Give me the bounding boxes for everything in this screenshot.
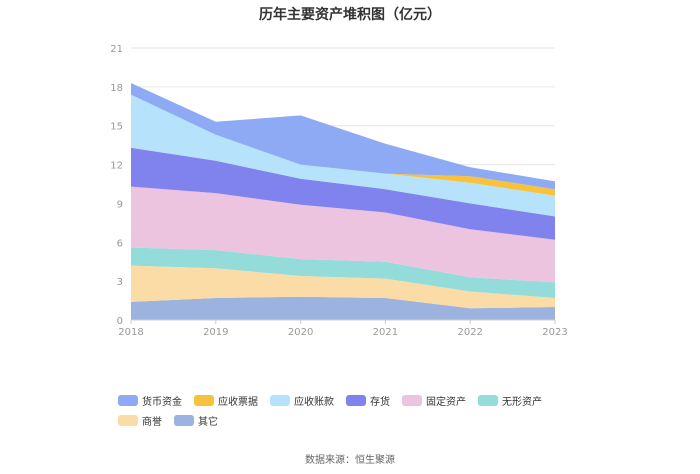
- legend-label: 其它: [198, 416, 218, 428]
- x-tick-label: 2020: [288, 327, 313, 338]
- y-tick-label: 18: [110, 83, 123, 94]
- legend-label: 存货: [370, 396, 390, 408]
- area-series-7: [131, 265, 555, 309]
- area-series-1: [131, 83, 555, 190]
- y-tick-label: 12: [110, 161, 123, 172]
- x-tick-label: 2018: [118, 327, 143, 338]
- legend-label: 固定资产: [426, 396, 466, 408]
- area-series-2: [131, 94, 555, 196]
- legend-swatch: [194, 394, 214, 406]
- chart-title: 历年主要资产堆积图（亿元）: [259, 7, 441, 23]
- x-tick-label: 2023: [542, 327, 567, 338]
- legend-label: 应收账款: [294, 396, 334, 408]
- area-series-5: [131, 186, 555, 283]
- legend-item[interactable]: 应收账款: [270, 390, 334, 410]
- y-tick-label: 9: [117, 199, 123, 210]
- chart-legend: 货币资金 应收票据 应收账款 存货 固定资产 无形资产商誉 其它: [118, 390, 598, 430]
- legend-swatch: [402, 394, 422, 406]
- y-tick-label: 6: [117, 238, 123, 249]
- x-tick-label: 2021: [373, 327, 398, 338]
- area-series-6: [131, 247, 555, 298]
- legend-item[interactable]: 商誉: [118, 410, 162, 430]
- y-tick-label: 3: [117, 277, 123, 288]
- area-series-4: [131, 147, 555, 240]
- data-source: 数据来源：恒生聚源: [305, 455, 395, 466]
- legend-label: 商誉: [142, 416, 162, 428]
- area-series-8: [131, 296, 555, 320]
- legend-swatch: [270, 394, 290, 406]
- legend-item[interactable]: 存货: [346, 390, 390, 410]
- x-tick-label: 2022: [457, 327, 482, 338]
- legend-item[interactable]: 应收票据: [194, 390, 258, 410]
- area-series-3: [131, 94, 555, 217]
- legend-item[interactable]: 货币资金: [118, 390, 182, 410]
- legend-swatch: [174, 414, 194, 426]
- y-tick-label: 15: [110, 122, 123, 133]
- legend-swatch: [118, 394, 138, 406]
- legend-item[interactable]: 其它: [174, 410, 218, 430]
- x-tick-label: 2019: [203, 327, 228, 338]
- legend-label: 应收票据: [218, 396, 258, 408]
- legend-item[interactable]: 固定资产: [402, 390, 466, 410]
- legend-swatch: [478, 394, 498, 406]
- legend-label: 无形资产: [502, 396, 542, 408]
- chart-plot: 0 3 6 9 12 15 18 21 2018 2019 2020 2021 2022 2023: [110, 44, 567, 338]
- legend-swatch: [346, 394, 366, 406]
- legend-item[interactable]: 无形资产: [478, 390, 542, 410]
- y-tick-label: 21: [110, 44, 123, 55]
- legend-label: 货币资金: [142, 396, 182, 408]
- legend-swatch: [118, 414, 138, 426]
- y-tick-label: 0: [117, 316, 123, 327]
